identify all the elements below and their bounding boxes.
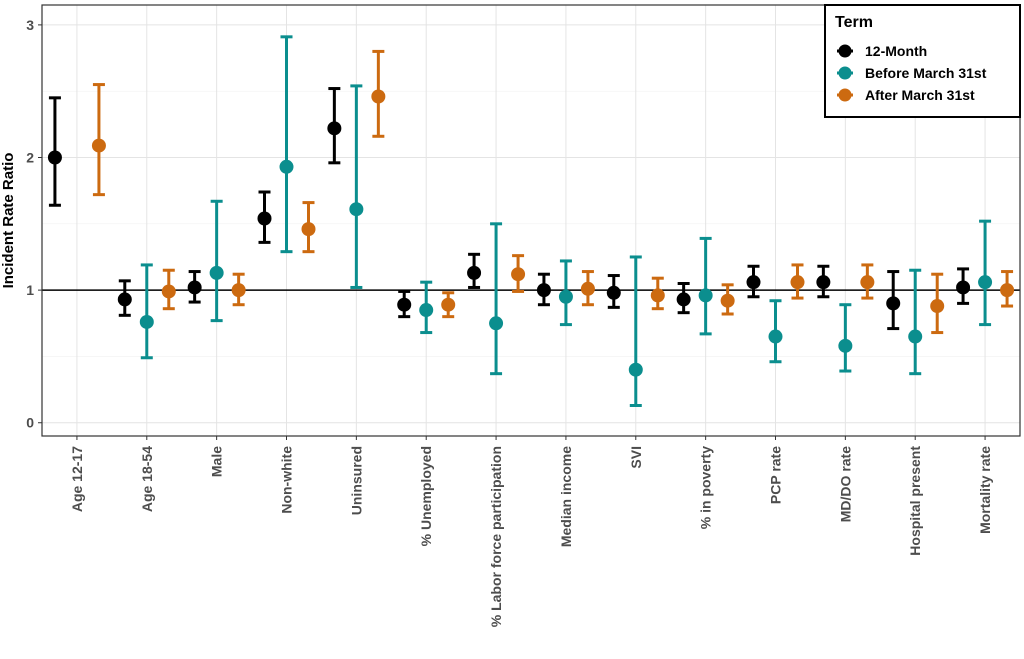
data-point: [1000, 283, 1015, 298]
x-tick-label: Age 12-17: [69, 446, 85, 512]
legend: Term 12-Month Before March 31st After Marc…: [824, 4, 1021, 118]
plot-panel-border: [41, 4, 1021, 437]
x-tick-label: Median income: [558, 446, 574, 547]
data-point: [161, 284, 176, 299]
data-point: [47, 150, 62, 165]
legend-key-dot: [838, 66, 852, 80]
data-point: [301, 222, 316, 237]
data-point: [838, 338, 853, 353]
data-point: [650, 288, 665, 303]
x-tick-label: MD/DO rate: [837, 446, 853, 522]
data-point: [816, 275, 831, 290]
data-point: [580, 281, 595, 296]
data-point: [720, 293, 735, 308]
x-axis: Age 12-17 Age 18-54 Male Non-white Uninsured…: [69, 436, 993, 627]
x-tick-label: SVI: [628, 446, 644, 469]
y-axis-title: Incident Rate Ratio: [0, 153, 17, 289]
x-tick-label: Hospital present: [907, 446, 923, 556]
x-tick-label: Age 18-54: [139, 446, 155, 512]
y-tick-label: 2: [26, 150, 34, 166]
data-point: [930, 299, 945, 314]
data-point: [908, 329, 923, 344]
legend-item: After March 31st: [837, 87, 975, 103]
data-point: [511, 267, 526, 282]
series-after-march-31st: [91, 49, 1015, 335]
x-tick-label: Male: [209, 446, 225, 477]
data-point: [467, 265, 482, 280]
data-point: [536, 283, 551, 298]
data-marks: [47, 35, 1015, 407]
legend-title: Term: [835, 14, 873, 31]
series-12-month: [47, 87, 971, 331]
y-tick-label: 1: [26, 282, 34, 298]
legend-box: [824, 4, 1021, 118]
data-point: [397, 297, 412, 312]
data-point: [91, 138, 106, 153]
data-point: [606, 285, 621, 300]
legend-item: 12-Month: [837, 43, 927, 59]
data-point: [628, 362, 643, 377]
data-point: [489, 316, 504, 331]
data-point: [860, 275, 875, 290]
data-point: [886, 296, 901, 311]
series-before-march-31st: [139, 35, 993, 407]
x-tick-label: % Labor force participation: [488, 446, 504, 627]
x-tick-label: Non-white: [279, 446, 295, 514]
data-point: [419, 303, 434, 318]
legend-label: 12-Month: [865, 43, 927, 59]
x-tick-label: % Unemployed: [418, 446, 434, 546]
data-point: [956, 280, 971, 295]
data-point: [978, 275, 993, 290]
data-point: [371, 89, 386, 104]
y-tick-label: 0: [26, 415, 34, 431]
legend-label: Before March 31st: [865, 65, 987, 81]
data-point: [558, 289, 573, 304]
data-point: [327, 121, 342, 136]
data-point: [790, 275, 805, 290]
data-point: [231, 283, 246, 298]
legend-key-dot: [838, 88, 852, 102]
data-point: [257, 211, 272, 226]
y-axis: 0 1 2 3: [26, 17, 42, 431]
x-tick-label: PCP rate: [768, 446, 784, 504]
data-point: [209, 265, 224, 280]
x-tick-label: Uninsured: [348, 446, 364, 515]
legend-item: Before March 31st: [837, 65, 987, 81]
data-point: [768, 329, 783, 344]
data-point: [139, 314, 154, 329]
data-point: [117, 292, 132, 307]
x-tick-label: % in poverty: [698, 446, 714, 529]
data-point: [349, 202, 364, 217]
legend-label: After March 31st: [865, 87, 975, 103]
data-point: [441, 297, 456, 312]
data-point: [746, 275, 761, 290]
data-point: [279, 159, 294, 174]
data-point: [187, 280, 202, 295]
data-point: [698, 288, 713, 303]
legend-key-dot: [838, 44, 852, 58]
legend-items: 12-Month Before March 31st After March 31s…: [837, 43, 987, 103]
data-point: [676, 292, 691, 307]
x-tick-label: Mortality rate: [977, 446, 993, 534]
y-tick-label: 3: [26, 17, 34, 33]
